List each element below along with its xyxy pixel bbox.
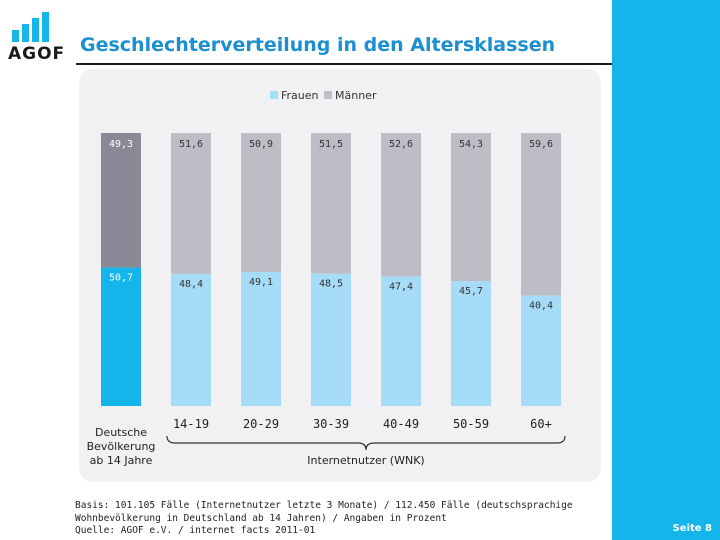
stacked-bar-chart: Frauen Männer 49,3 50,7 DeutscheBevölkerunga…: [87, 89, 566, 467]
data-label-maenner-6: 59,6: [529, 139, 553, 150]
legend-label-frauen: Frauen: [281, 89, 319, 102]
category-label-4: 40-49: [383, 417, 419, 431]
logo-bars-icon: [12, 12, 49, 42]
data-label-frauen-0: 50,7: [109, 273, 133, 284]
data-label-frauen-6: 40,4: [529, 301, 553, 312]
legend-swatch-maenner: [324, 91, 332, 99]
category-label-2: 20-29: [243, 417, 279, 431]
category-label-0-line-1: Bevölkerung: [87, 440, 156, 453]
data-label-frauen-1: 48,4: [179, 279, 203, 290]
bar-maenner-2: [241, 133, 281, 272]
bar-frauen-3: [311, 273, 351, 406]
bar-maenner-6: [521, 133, 561, 296]
category-label-5: 50-59: [453, 417, 489, 431]
bar-frauen-4: [381, 276, 421, 406]
category-label-3: 30-39: [313, 417, 349, 431]
bar-maenner-1: [171, 133, 211, 274]
title-divider: [76, 63, 612, 65]
category-label-0-line-2: ab 14 Jahre: [90, 454, 153, 467]
brand-sidebar: Seite 8: [612, 0, 720, 540]
footer-line-basis-cont: Wohnbevölkerung in Deutschland ab 14 Jah…: [75, 512, 447, 524]
bar-frauen-0: [101, 267, 141, 406]
data-label-frauen-3: 48,5: [319, 279, 343, 290]
data-label-maenner-0: 49,3: [109, 139, 133, 150]
bar-maenner-4: [381, 133, 421, 277]
category-label-6: 60+: [530, 417, 552, 431]
data-label-maenner-3: 51,5: [319, 139, 343, 150]
data-label-maenner-2: 50,9: [249, 139, 273, 150]
bar-maenner-0: [101, 133, 141, 268]
data-label-frauen-5: 45,7: [459, 286, 483, 297]
category-label-0-line-0: Deutsche: [95, 426, 147, 439]
group-label: Internetnutzer (WNK): [307, 454, 424, 467]
data-label-frauen-4: 47,4: [389, 282, 413, 293]
bar-frauen-6: [521, 295, 561, 406]
data-label-maenner-4: 52,6: [389, 139, 413, 150]
footer-line-source: Quelle: AGOF e.V. / internet facts 2011-…: [75, 525, 316, 536]
data-label-maenner-1: 51,6: [179, 139, 203, 150]
data-label-maenner-5: 54,3: [459, 139, 483, 150]
bar-maenner-5: [451, 133, 491, 282]
footer-line-basis: Basis: 101.105 Fälle (Internetnutzer let…: [75, 500, 573, 511]
group-brace: [166, 435, 566, 451]
bar-frauen-1: [171, 273, 211, 406]
bar-maenner-3: [311, 133, 351, 274]
category-label-1: 14-19: [173, 417, 209, 431]
page-title: Geschlechterverteilung in den Altersklas…: [80, 34, 556, 56]
bar-frauen-5: [451, 281, 491, 406]
logo-text: AGOF: [8, 44, 66, 64]
data-label-frauen-2: 49,1: [249, 277, 273, 288]
bar-frauen-2: [241, 271, 281, 406]
legend-label-maenner: Männer: [335, 89, 377, 102]
page-number: Seite 8: [672, 523, 712, 534]
agof-logo: AGOF: [8, 8, 74, 64]
legend-swatch-frauen: [270, 91, 278, 99]
footer-notes: Basis: 101.105 Fälle (Internetnutzer let…: [75, 500, 573, 538]
